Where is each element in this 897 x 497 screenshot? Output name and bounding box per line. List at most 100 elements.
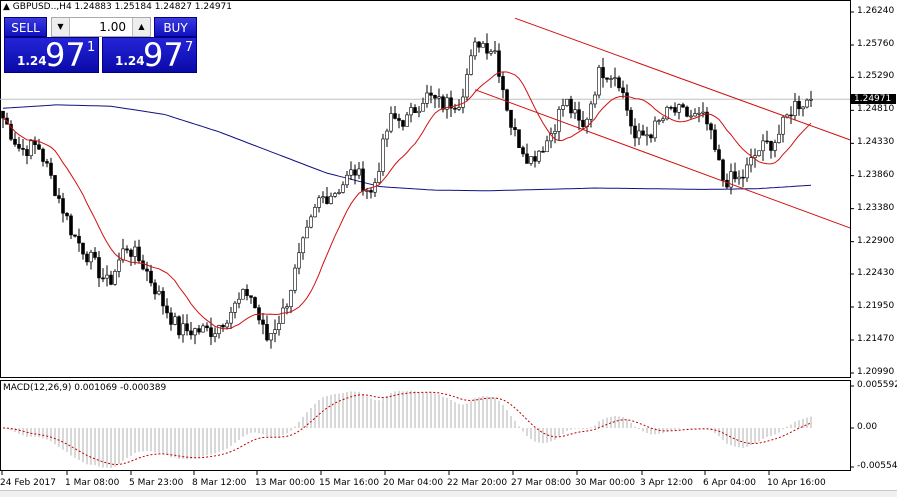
candle-body [405, 114, 409, 127]
candle-body [421, 103, 425, 112]
candle-body [417, 110, 421, 114]
candle-body [749, 157, 753, 166]
macd-y-tick-label: 0.005592 [857, 380, 897, 390]
scrollbar[interactable] [0, 490, 897, 497]
candle-body [745, 164, 749, 179]
candle-body [209, 327, 213, 337]
candle-body [69, 215, 73, 236]
candle-body [285, 306, 289, 309]
x-tick-label: 20 Mar 04:00 [383, 478, 444, 488]
sell-price-button[interactable]: 1.24 97 1 [4, 36, 99, 74]
candle-body [633, 125, 637, 139]
candle-body [441, 96, 445, 110]
candle-body [193, 328, 197, 336]
candle-body [337, 192, 341, 194]
y-tick-label: 1.24810 [857, 104, 895, 115]
x-tick-label: 22 Mar 20:00 [447, 478, 508, 488]
candle-body [733, 171, 737, 180]
y-tick-label: 1.24330 [857, 137, 895, 148]
candle-body [149, 270, 153, 284]
candle-body [753, 155, 757, 158]
candle-body [113, 271, 117, 285]
candle-body [17, 144, 21, 149]
candle-body [737, 176, 741, 180]
candle-body [333, 193, 337, 197]
decrease-lot-button[interactable]: ▼ [52, 18, 70, 36]
candle-body [401, 120, 405, 127]
y-tick-label: 1.25290 [857, 71, 895, 82]
candle-body [281, 307, 285, 324]
candle-body [349, 169, 353, 176]
candle-body [305, 226, 309, 239]
candle-body [553, 131, 557, 134]
candle-body [37, 144, 41, 150]
lot-size-input[interactable]: ▼ 1.00 ▲ [51, 17, 151, 37]
candle-body [9, 123, 13, 140]
candle-body [729, 171, 733, 188]
candle-body [101, 277, 105, 280]
candle-body [237, 298, 241, 304]
candle-body [657, 120, 661, 122]
buy-price-button[interactable]: 1.24 97 7 [102, 36, 197, 74]
candle-body [365, 190, 369, 192]
candle-body [361, 168, 365, 192]
candle-body [29, 140, 33, 156]
candle-body [761, 140, 765, 152]
candle-body [641, 130, 645, 136]
candle-body [217, 324, 221, 335]
increase-lot-button[interactable]: ▲ [132, 18, 150, 36]
channel-upper-line [514, 17, 851, 141]
candle-body [445, 97, 449, 110]
candle-body [801, 106, 805, 110]
candle-body [561, 105, 565, 110]
candle-body [61, 198, 65, 214]
candle-body [705, 111, 709, 125]
candle-body [809, 98, 813, 101]
candle-body [797, 100, 801, 110]
candle-body [49, 162, 53, 176]
y-tick-label: 1.22900 [857, 235, 895, 246]
candle-body [741, 176, 745, 179]
candle-body [21, 148, 25, 150]
candle-body [681, 104, 685, 108]
candle-body [529, 156, 533, 164]
candle-body [429, 92, 433, 96]
candle-body [769, 140, 773, 151]
x-tick-label: 24 Feb 2017 [0, 478, 57, 488]
candle-body [225, 322, 229, 328]
candle-body [205, 325, 209, 329]
buy-button[interactable]: BUY [154, 17, 197, 37]
candle-body [249, 295, 253, 298]
candle-body [793, 100, 797, 116]
candle-body [637, 130, 641, 139]
candle-body [369, 190, 373, 193]
candle-body [233, 302, 237, 313]
candle-body [141, 260, 145, 270]
candle-body [709, 123, 713, 131]
candle-body [381, 138, 385, 172]
sell-button[interactable]: SELL [4, 17, 47, 37]
candle-body [45, 161, 49, 164]
candle-body [73, 234, 77, 237]
x-tick-label: 8 Mar 12:00 [192, 478, 247, 488]
candle-body [677, 104, 681, 113]
candle-body [297, 252, 301, 269]
candle-body [157, 290, 161, 295]
candle-body [277, 323, 281, 331]
candle-body [145, 268, 149, 272]
x-tick-label: 3 Apr 12:00 [640, 478, 693, 488]
candle-body [201, 325, 205, 333]
candle-body [105, 274, 109, 279]
candle-body [25, 149, 29, 156]
candle-body [469, 55, 473, 75]
channel-lower-line [474, 89, 851, 229]
x-tick-label: 1 Mar 08:00 [65, 478, 120, 488]
candle-body [437, 96, 441, 99]
candle-body [89, 251, 93, 263]
candle-body [313, 207, 317, 218]
candle-body [161, 290, 165, 307]
candle-body [789, 114, 793, 117]
candle-body [697, 112, 701, 115]
candle-body [721, 159, 725, 181]
